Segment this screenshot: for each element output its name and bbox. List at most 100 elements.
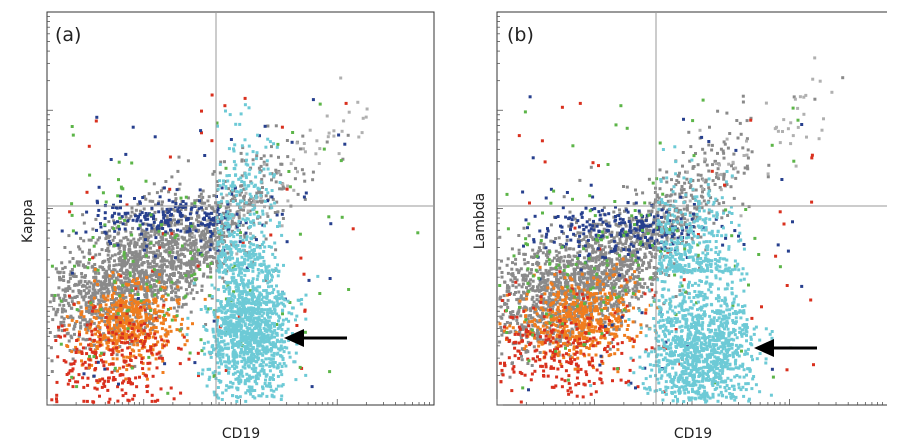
scatter-point xyxy=(221,391,225,395)
scatter-point xyxy=(106,257,110,261)
scatter-point xyxy=(258,170,262,174)
scatter-point xyxy=(50,398,54,402)
scatter-point xyxy=(251,234,255,238)
scatter-point xyxy=(205,214,209,217)
scatter-point xyxy=(201,274,205,278)
scatter-point xyxy=(271,312,275,316)
scatter-point xyxy=(250,367,254,371)
scatter-point xyxy=(119,279,123,283)
scatter-point xyxy=(224,226,228,230)
scatter-point xyxy=(247,172,251,176)
scatter-point xyxy=(258,254,262,258)
scatter-point xyxy=(651,296,655,299)
scatter-point xyxy=(212,170,216,174)
scatter-point xyxy=(85,210,89,214)
scatter-point xyxy=(130,336,134,340)
scatter-point xyxy=(115,357,119,361)
scatter-point xyxy=(85,320,89,324)
scatter-point xyxy=(159,244,163,248)
scatter-point xyxy=(91,311,95,315)
scatter-point xyxy=(253,389,257,392)
scatter-point xyxy=(98,288,102,292)
scatter-point xyxy=(123,256,127,260)
scatter-point xyxy=(138,226,142,230)
scatter-point xyxy=(266,271,270,275)
scatter-point xyxy=(132,299,136,303)
scatter-point xyxy=(93,288,97,292)
scatter-point xyxy=(250,307,254,310)
scatter-point xyxy=(115,346,118,350)
scatter-point xyxy=(244,341,248,345)
scatter-point xyxy=(62,320,66,324)
scatter-point xyxy=(236,311,240,315)
scatter-point xyxy=(260,358,264,362)
scatter-point xyxy=(237,329,241,333)
scatter-point xyxy=(215,180,219,184)
scatter-point xyxy=(250,338,254,341)
scatter-point xyxy=(278,316,282,320)
scatter-point xyxy=(207,216,211,220)
scatter-point xyxy=(262,279,265,283)
scatter-point xyxy=(87,289,91,293)
scatter-point xyxy=(249,260,253,264)
scatter-point xyxy=(149,348,153,352)
scatter-point xyxy=(200,109,203,113)
scatter-point xyxy=(283,345,287,349)
scatter-point xyxy=(141,344,145,348)
scatter-point xyxy=(251,285,255,289)
scatter-point xyxy=(105,346,109,350)
scatter-point xyxy=(234,328,238,332)
scatter-point xyxy=(232,184,236,188)
scatter-point xyxy=(325,140,329,144)
scatter-point xyxy=(219,213,223,217)
scatter-point xyxy=(217,365,221,369)
scatter-point xyxy=(93,305,97,309)
scatter-point xyxy=(122,291,126,295)
scatter-point xyxy=(247,263,251,267)
scatter-point xyxy=(87,144,91,148)
scatter-point xyxy=(67,294,71,298)
scatter-point xyxy=(96,268,100,272)
scatter-point xyxy=(249,242,253,246)
scatter-point xyxy=(85,331,89,335)
scatter-point xyxy=(144,299,148,303)
scatter-point xyxy=(231,329,235,333)
scatter-point xyxy=(230,213,234,216)
scatter-point xyxy=(77,245,81,249)
scatter-point xyxy=(332,134,336,138)
scatter-point xyxy=(228,247,231,251)
scatter-point xyxy=(140,346,144,350)
scatter-point xyxy=(211,172,215,176)
scatter-point xyxy=(239,249,243,253)
scatter-point xyxy=(154,217,158,221)
scatter-point xyxy=(216,329,220,333)
scatter-point xyxy=(269,326,273,330)
scatter-point xyxy=(260,200,264,204)
scatter-point xyxy=(128,263,132,267)
scatter-point xyxy=(88,173,92,177)
scatter-point xyxy=(103,223,107,227)
scatter-point xyxy=(248,318,252,322)
scatter-point xyxy=(256,268,260,271)
scatter-point xyxy=(126,305,130,309)
scatter-point xyxy=(357,135,361,139)
scatter-point xyxy=(161,322,165,326)
scatter-point xyxy=(248,213,252,216)
scatter-point xyxy=(173,192,177,196)
scatter-point xyxy=(247,365,251,369)
scatter-point xyxy=(509,278,513,282)
scatter-point xyxy=(505,321,509,324)
scatter-point xyxy=(217,332,221,336)
scatter-point xyxy=(241,263,244,267)
scatter-point xyxy=(164,221,168,225)
scatter-point xyxy=(92,355,96,359)
scatter-point xyxy=(274,345,278,349)
scatter-point xyxy=(156,304,160,308)
scatter-point xyxy=(268,280,272,284)
scatter-point xyxy=(66,286,70,290)
scatter-point xyxy=(163,263,166,267)
scatter-point xyxy=(232,302,236,306)
scatter-point xyxy=(153,308,157,312)
scatter-point xyxy=(183,254,187,258)
scatter-point xyxy=(524,332,528,336)
